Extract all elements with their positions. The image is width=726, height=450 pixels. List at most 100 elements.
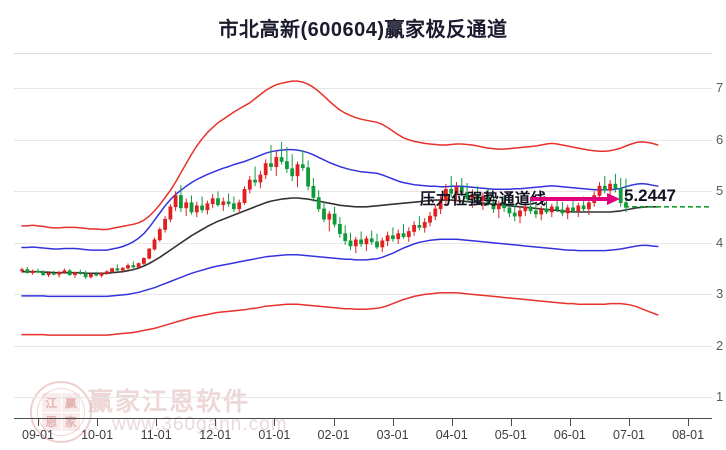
- candle-body: [189, 202, 194, 213]
- series-line-4: [21, 292, 659, 336]
- candle-body: [359, 239, 364, 245]
- candle-body: [78, 272, 83, 274]
- candle-body: [322, 208, 326, 220]
- candle-body: [549, 206, 554, 213]
- x-axis-tick: [97, 419, 98, 426]
- gridline: [14, 191, 712, 192]
- candle-body: [184, 202, 189, 209]
- candle-body: [454, 186, 459, 194]
- plot-area: [14, 60, 712, 418]
- x-axis-tick-label: 12-01: [199, 428, 232, 442]
- page-title: 市北高新(600604)赢家极反通道: [218, 19, 508, 41]
- candle-body: [237, 202, 242, 210]
- candle-body: [173, 195, 178, 208]
- candle-body: [110, 268, 115, 273]
- x-axis-tick-label: 03-01: [376, 428, 409, 442]
- candle-body: [565, 207, 570, 214]
- candle-body: [316, 197, 321, 210]
- candle-body: [216, 198, 220, 206]
- candle-body: [57, 271, 62, 275]
- candle-body: [502, 203, 507, 209]
- y-axis-tick-label: 6: [716, 131, 724, 147]
- x-axis-tick: [629, 419, 630, 426]
- y-axis-tick-label: 1: [716, 389, 724, 405]
- candle-body: [311, 185, 316, 198]
- candle-body: [269, 163, 273, 167]
- x-axis-tick-label: 04-01: [435, 428, 468, 442]
- annotation-value: 5.2447: [624, 186, 676, 205]
- x-axis-tick-label: 05-01: [494, 428, 527, 442]
- candle-body: [608, 183, 613, 191]
- x-axis-line: [14, 418, 712, 419]
- candle-body: [279, 157, 284, 162]
- candle-body: [597, 185, 602, 196]
- x-axis-tick-label: 01-01: [258, 428, 291, 442]
- candle-body: [332, 213, 337, 225]
- candle-body: [142, 258, 146, 264]
- candle-body: [412, 225, 417, 232]
- candle-body: [274, 157, 279, 168]
- candle-body: [73, 272, 77, 276]
- candle-body: [25, 269, 30, 274]
- candle-body: [364, 238, 369, 245]
- candle-body: [263, 163, 268, 176]
- candle-body: [41, 271, 46, 276]
- candle-body: [163, 218, 168, 230]
- candle-body: [232, 203, 236, 210]
- candle-body: [390, 235, 395, 240]
- candle-body: [290, 168, 295, 177]
- candle-body: [284, 161, 289, 169]
- candle-body: [226, 201, 231, 205]
- x-axis-tick-label: 07-01: [613, 428, 645, 442]
- candle-body: [496, 203, 501, 210]
- x-axis-tick: [274, 419, 275, 426]
- candle-body: [613, 183, 618, 189]
- candle-body: [253, 179, 258, 183]
- series-line-0: [21, 80, 659, 231]
- y-axis-tick-label: 7: [716, 80, 724, 96]
- x-axis-tick-label: 06-01: [553, 428, 586, 442]
- candle-body: [385, 235, 390, 242]
- candle-body: [126, 265, 130, 269]
- candle-body: [147, 248, 152, 259]
- candle-body: [560, 209, 565, 214]
- header-divider: [14, 53, 712, 54]
- candle-body: [539, 208, 544, 215]
- series-line-1: [21, 148, 659, 251]
- gridline: [14, 346, 712, 347]
- candle-body: [586, 202, 591, 210]
- candle-body: [369, 238, 374, 243]
- candle-body: [428, 215, 432, 223]
- gridline: [14, 88, 712, 89]
- candle-body: [523, 206, 528, 212]
- candle-body: [528, 206, 533, 212]
- candle-body: [300, 164, 305, 168]
- y-axis-tick-label: 3: [716, 286, 724, 302]
- x-axis-tick: [215, 419, 216, 426]
- x-axis-tick-label: 02-01: [317, 428, 350, 442]
- candle-body: [396, 233, 401, 240]
- candle-body: [194, 205, 199, 213]
- candle-body: [46, 273, 51, 276]
- candle-body: [475, 194, 480, 201]
- candle-body: [443, 189, 448, 200]
- candle-body: [465, 192, 470, 199]
- candle-body: [380, 240, 385, 248]
- candle-body: [470, 194, 475, 199]
- candle-body: [131, 265, 136, 268]
- y-axis-tick-label: 2: [716, 337, 724, 353]
- candle-body: [247, 179, 252, 190]
- candle-body: [89, 274, 93, 278]
- chart-canvas: [20, 80, 712, 336]
- candle-body: [136, 263, 141, 268]
- x-axis-tick: [570, 419, 571, 426]
- candle-body: [210, 198, 215, 205]
- gridline: [14, 397, 712, 398]
- x-axis-tick: [688, 419, 689, 426]
- candle-body: [104, 271, 109, 274]
- candle-body: [353, 239, 358, 247]
- candle-body: [571, 207, 575, 212]
- candle-body: [179, 195, 183, 209]
- candle-body: [507, 207, 512, 214]
- candle-body: [348, 240, 353, 247]
